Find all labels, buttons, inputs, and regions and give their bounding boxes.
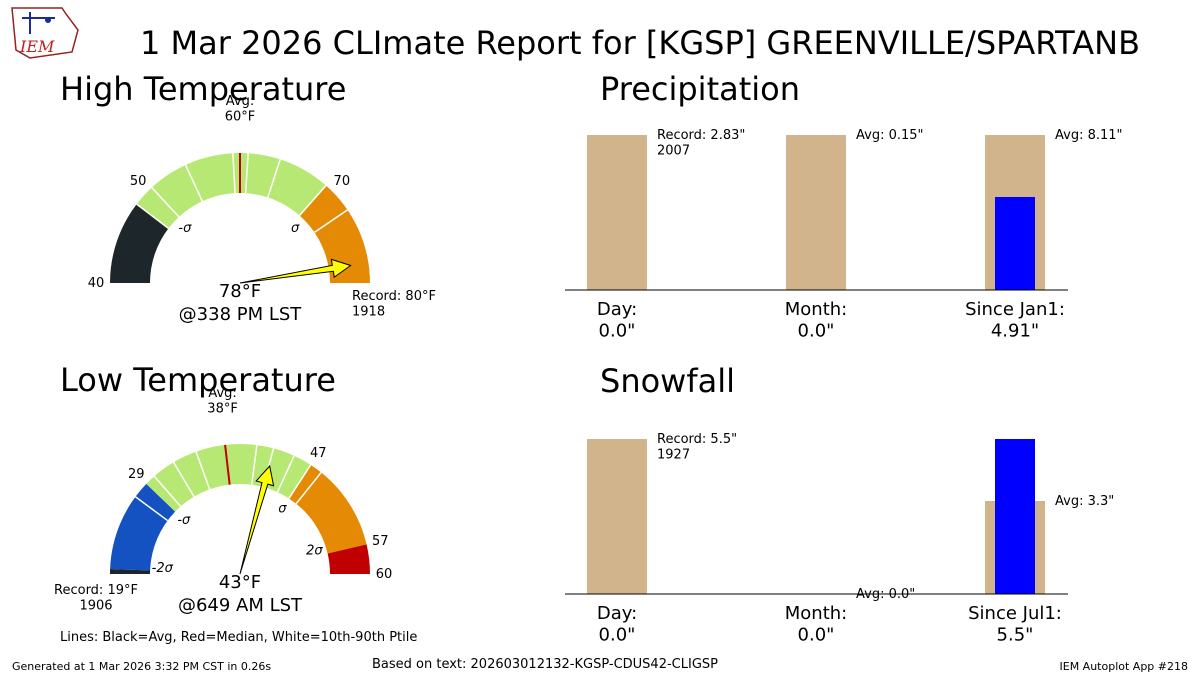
gauge-band (299, 185, 370, 283)
gauge-title: Low Temperature (60, 361, 336, 399)
percentile-tick (232, 153, 236, 194)
percentile-tick (314, 209, 348, 234)
category-label: Month: 0.0" (785, 603, 847, 646)
generated-note: Generated at 1 Mar 2026 3:32 PM CST in 0… (12, 660, 271, 673)
gauge-tick-label: 70 (334, 174, 351, 189)
gauge-band (110, 483, 176, 571)
percentile-tick (172, 461, 195, 498)
percentile-tick (276, 455, 295, 493)
lines-legend: Lines: Black=Avg, Red=Median, White=10th… (60, 630, 417, 645)
bar-annotation: Avg: 0.15" (856, 128, 924, 143)
precipitation-chart: Precipitation Day: 0.0" Record: 2.83" 2007 Mo… (565, 70, 1123, 342)
avg-bar (786, 135, 846, 290)
percentile-tick (136, 203, 169, 229)
category-label: Since Jul1: 5.5" (968, 603, 1062, 646)
category-label: Day: 0.0" (597, 299, 637, 342)
percentile-tick (134, 496, 169, 522)
gauge-tick-label: 57 (372, 534, 389, 549)
bar-panel-title: Precipitation (600, 70, 800, 108)
bar-panel-title: Snowfall (600, 362, 735, 400)
gauge-tick-label: 60 (376, 567, 393, 582)
category-label: Day: 0.0" (597, 603, 637, 646)
gauge-band (110, 204, 169, 283)
avg-label: Avg: 60°F (225, 94, 256, 125)
record-label: Record: 80°F 1918 (352, 289, 436, 320)
gauge-needle (239, 464, 275, 575)
iem-logo: IEM (11, 7, 79, 59)
gauge-time-label: @338 PM LST (179, 304, 303, 325)
sigma-label: -2σ (152, 561, 174, 576)
bar-annotation: Avg: 8.11" (1055, 128, 1123, 143)
gauge-band (288, 464, 367, 554)
percentile-tick (288, 464, 312, 499)
gauge-tick-label: 50 (130, 174, 147, 189)
avg-bar (587, 135, 647, 290)
gauge-band (136, 152, 326, 229)
sigma-label: σ (278, 502, 287, 517)
avg-bar (587, 439, 647, 594)
percentile-tick (153, 475, 182, 507)
observed-bar (995, 439, 1035, 594)
percentile-tick (267, 159, 281, 198)
app-note: IEM Autoplot App #218 (1060, 660, 1189, 673)
logo-text: IEM (19, 37, 55, 56)
snowfall-chart: Snowfall Day: 0.0" Record: 5.5" 1927 Month: 0.… (565, 362, 1114, 646)
report-title: 1 Mar 2026 CLImate Report for [KGSP] GRE… (140, 24, 1140, 62)
median-line (224, 444, 231, 485)
gauge-value-label: 78°F (219, 281, 261, 302)
percentile-tick (298, 184, 327, 216)
percentile-tick (151, 187, 180, 218)
gauge-tick-label: 29 (128, 467, 145, 482)
percentile-tick (244, 153, 249, 194)
percentile-tick (184, 164, 204, 202)
gauge-value-label: 43°F (219, 572, 261, 593)
observed-bar (995, 197, 1035, 290)
bar-annotation: Record: 5.5" 1927 (657, 432, 737, 463)
sigma-label: σ (291, 221, 300, 236)
category-label: Since Jan1: 4.91" (965, 299, 1065, 342)
sigma-label: -σ (178, 221, 192, 236)
sigma-label: -σ (177, 513, 191, 528)
gauge-band (110, 569, 151, 574)
category-label: Month: 0.0" (785, 299, 847, 342)
percentile-tick (195, 451, 211, 490)
bar-annotation: Avg: 3.3" (1055, 494, 1114, 509)
bar-annotation: Record: 2.83" 2007 (657, 128, 745, 159)
percentile-tick (295, 471, 322, 505)
gauge-needle (239, 258, 352, 284)
avg-label: Avg: 38°F (207, 386, 238, 417)
gauge-time-label: @649 AM LST (178, 595, 303, 616)
source-note: Based on text: 202603012132-KGSP-CDUS42-… (372, 657, 718, 672)
percentile-tick (250, 445, 258, 485)
sigma-label: 2σ (306, 543, 323, 558)
gauge-title: High Temperature (60, 70, 346, 108)
low-temp-gauge: Low Temperature 29 47 57 60 -2σ -σ σ 2σ Avg: 38°F 4… (54, 361, 392, 616)
gauge-band (327, 544, 370, 574)
gauge-tick-label: 40 (88, 276, 105, 291)
high-temp-gauge: High Temperature 40 50 70 -σ σ Avg: 60°F 78°F@33… (60, 70, 436, 325)
gauge-tick-label: 47 (310, 446, 327, 461)
record-label: Record: 19°F 1906 (54, 583, 138, 614)
